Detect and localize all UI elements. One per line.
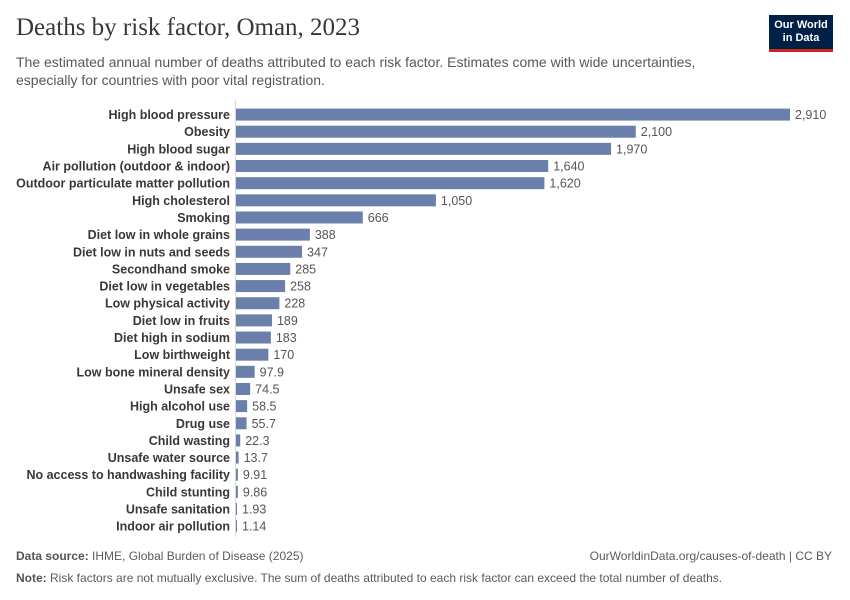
bar <box>236 365 255 378</box>
value-label: 22.3 <box>245 434 269 448</box>
bar <box>236 400 248 413</box>
category-label: Diet high in sodium <box>114 331 230 345</box>
value-label: 228 <box>284 297 305 311</box>
chart-title: Deaths by risk factor, Oman, 2023 <box>16 14 361 41</box>
bar <box>236 297 280 310</box>
category-label: Unsafe water source <box>108 451 230 465</box>
category-label: Indoor air pollution <box>116 520 230 534</box>
data-source-text[interactable]: IHME, Global Burden of Disease (2025) <box>92 549 304 563</box>
category-label: High alcohol use <box>130 400 230 414</box>
value-label: 1.14 <box>242 520 266 534</box>
category-label: No access to handwashing facility <box>26 468 230 482</box>
value-label: 347 <box>307 245 328 259</box>
bar <box>236 417 247 430</box>
value-label: 666 <box>368 211 389 225</box>
category-label: Diet low in whole grains <box>88 228 230 242</box>
footnote: Note: Risk factors are not mutually excl… <box>16 571 722 585</box>
value-label: 183 <box>276 331 297 345</box>
value-label: 1,620 <box>549 177 580 191</box>
value-label: 1,970 <box>616 142 647 156</box>
category-label: Outdoor particulate matter pollution <box>16 177 230 191</box>
bar <box>236 262 291 275</box>
note-text: Risk factors are not mutually exclusive.… <box>50 571 723 585</box>
category-label: Air pollution (outdoor & indoor) <box>43 160 230 174</box>
value-label: 258 <box>290 280 311 294</box>
data-source: Data source: IHME, Global Burden of Dise… <box>16 549 303 563</box>
category-label: Secondhand smoke <box>112 262 230 276</box>
category-label: High blood sugar <box>127 142 230 156</box>
bar-chart: High blood pressure 2,910 Obesity 2,100 High… <box>16 100 826 537</box>
bar <box>236 503 237 516</box>
bar <box>236 108 790 121</box>
value-label: 74.5 <box>255 382 279 396</box>
value-label: 285 <box>295 262 316 276</box>
category-label: Diet low in nuts and seeds <box>73 245 230 259</box>
bar <box>236 160 549 173</box>
bar <box>236 331 271 344</box>
bar <box>236 211 363 224</box>
bar <box>236 314 272 327</box>
value-label: 58.5 <box>252 400 276 414</box>
category-label: High cholesterol <box>132 194 230 208</box>
value-label: 13.7 <box>244 451 268 465</box>
value-label: 1,050 <box>441 194 472 208</box>
logo-line-2: in Data <box>782 32 820 44</box>
credit-link[interactable]: OurWorldinData.org/causes-of-death | CC … <box>589 549 832 563</box>
bar <box>236 228 310 241</box>
value-label: 170 <box>273 348 294 362</box>
bar <box>236 280 286 293</box>
value-label: 9.86 <box>243 485 267 499</box>
category-label: Diet low in fruits <box>133 314 230 328</box>
value-label: 189 <box>277 314 298 328</box>
bar <box>236 125 636 138</box>
category-label: Obesity <box>184 125 230 139</box>
bar <box>236 434 241 447</box>
chart-subtitle: The estimated annual number of deaths at… <box>16 54 696 88</box>
category-label: Diet low in vegetables <box>99 280 230 294</box>
owid-logo[interactable]: Our World in Data <box>769 15 833 52</box>
bar <box>236 520 237 533</box>
logo-line-1: Our World <box>774 19 828 31</box>
value-label: 1,640 <box>553 160 584 174</box>
bar <box>236 485 238 498</box>
category-label: Low birthweight <box>134 348 231 362</box>
value-label: 9.91 <box>243 468 267 482</box>
value-label: 55.7 <box>252 417 276 431</box>
bar <box>236 468 238 481</box>
category-label: Child wasting <box>149 434 230 448</box>
value-label: 388 <box>315 228 336 242</box>
bar <box>236 382 251 395</box>
bar <box>236 194 436 207</box>
category-label: Smoking <box>177 211 230 225</box>
note-label: Note: <box>16 571 47 585</box>
value-label: 97.9 <box>260 365 284 379</box>
category-label: Low bone mineral density <box>77 365 231 379</box>
data-source-label: Data source: <box>16 549 89 563</box>
bar <box>236 142 612 155</box>
category-label: High blood pressure <box>108 108 230 122</box>
category-label: Low physical activity <box>105 297 230 311</box>
bar <box>236 348 269 361</box>
value-label: 1.93 <box>242 503 266 517</box>
category-label: Unsafe sanitation <box>126 503 230 517</box>
value-label: 2,910 <box>795 108 826 122</box>
category-label: Drug use <box>176 417 230 431</box>
category-label: Child stunting <box>146 485 230 499</box>
bar <box>236 245 303 258</box>
category-label: Unsafe sex <box>164 382 230 396</box>
bar <box>236 177 545 190</box>
bar <box>236 451 239 464</box>
value-label: 2,100 <box>641 125 672 139</box>
